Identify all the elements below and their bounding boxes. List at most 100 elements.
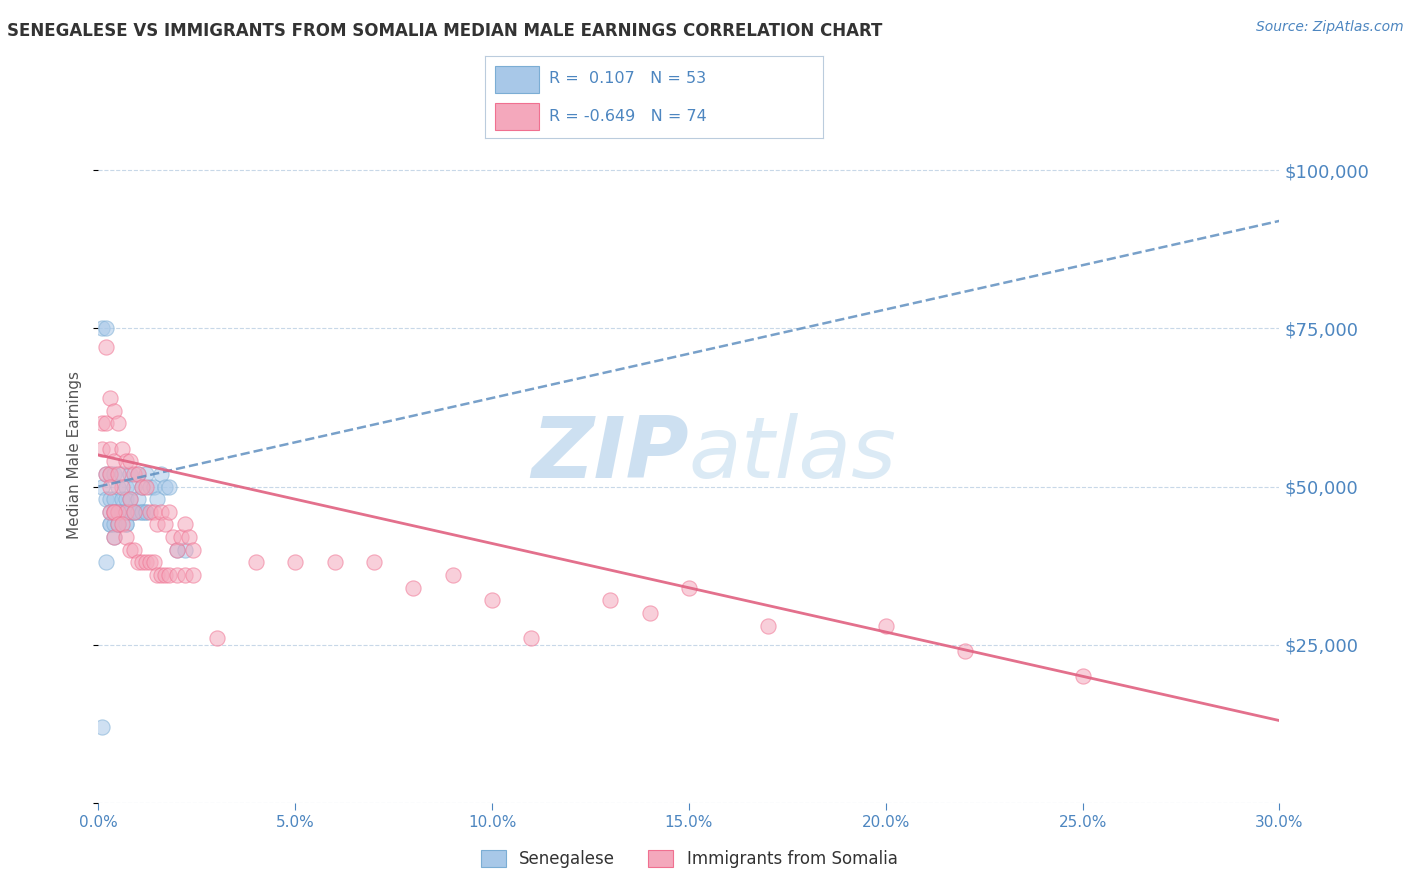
FancyBboxPatch shape (495, 66, 538, 93)
Point (111, 517, 134, 532)
Point (174, 517, 197, 532)
Point (118, 492, 141, 507)
Point (98, 505, 121, 519)
Point (96, 321, 118, 335)
Point (166, 568, 188, 582)
Point (122, 505, 145, 519)
Point (115, 530, 138, 544)
Point (122, 505, 145, 519)
Point (107, 517, 129, 532)
Point (1071, 669, 1094, 683)
Point (98, 467, 121, 481)
Point (174, 542, 197, 557)
Point (96, 467, 118, 481)
Point (115, 517, 138, 532)
Point (103, 517, 125, 532)
Point (103, 454, 125, 468)
FancyBboxPatch shape (495, 103, 538, 130)
Point (150, 568, 173, 582)
Point (98, 391, 121, 405)
Point (118, 492, 141, 507)
Point (98, 442, 121, 456)
Point (875, 618, 897, 632)
Point (91, 479, 114, 493)
Point (111, 505, 134, 519)
Point (98, 467, 121, 481)
Point (111, 505, 134, 519)
Legend: Senegalese, Immigrants from Somalia: Senegalese, Immigrants from Somalia (474, 843, 904, 874)
Point (98, 492, 121, 507)
Point (103, 505, 125, 519)
Point (135, 467, 157, 481)
Point (135, 505, 157, 519)
Point (135, 479, 157, 493)
Point (127, 467, 149, 481)
Point (127, 505, 149, 519)
Point (131, 556, 153, 570)
Point (146, 517, 169, 532)
Text: ZIP: ZIP (531, 413, 689, 497)
Point (115, 517, 138, 532)
Point (96, 556, 118, 570)
Text: SENEGALESE VS IMMIGRANTS FROM SOMALIA MEDIAN MALE EARNINGS CORRELATION CHART: SENEGALESE VS IMMIGRANTS FROM SOMALIA ME… (7, 22, 883, 40)
Point (155, 517, 177, 532)
Point (131, 479, 153, 493)
Point (107, 517, 129, 532)
Point (245, 556, 267, 570)
Point (481, 593, 503, 607)
Point (150, 467, 173, 481)
Point (155, 568, 177, 582)
Point (142, 479, 165, 493)
Point (122, 505, 145, 519)
Point (118, 505, 141, 519)
Point (953, 644, 976, 658)
Point (118, 467, 141, 481)
Point (323, 556, 346, 570)
Point (138, 505, 160, 519)
Point (138, 479, 160, 493)
Point (103, 530, 125, 544)
Point (107, 417, 129, 431)
Point (107, 517, 129, 532)
Point (520, 632, 543, 646)
Point (107, 479, 129, 493)
Point (103, 467, 125, 481)
Point (363, 556, 385, 570)
Text: R =  0.107   N = 53: R = 0.107 N = 53 (550, 70, 706, 86)
Point (111, 492, 134, 507)
Point (96, 417, 118, 431)
Point (181, 568, 204, 582)
Point (177, 530, 200, 544)
Point (107, 505, 129, 519)
Point (142, 556, 165, 570)
Point (91, 442, 114, 456)
Point (96, 340, 118, 354)
Point (98, 517, 121, 532)
Point (98, 517, 121, 532)
Point (678, 581, 700, 595)
Point (131, 479, 153, 493)
Point (91, 720, 114, 734)
Point (98, 505, 121, 519)
Point (166, 542, 188, 557)
Point (122, 467, 145, 481)
Point (122, 479, 145, 493)
Point (131, 505, 153, 519)
Point (181, 542, 204, 557)
Point (402, 581, 425, 595)
Point (103, 492, 125, 507)
Point (115, 454, 138, 468)
Point (441, 568, 464, 582)
Point (107, 505, 129, 519)
Point (170, 530, 193, 544)
Point (157, 568, 180, 582)
Point (638, 606, 661, 620)
Point (91, 417, 114, 431)
Point (118, 505, 141, 519)
Point (284, 556, 307, 570)
Point (166, 542, 188, 557)
Point (98, 479, 121, 493)
Point (205, 632, 228, 646)
Point (146, 568, 169, 582)
Point (122, 542, 145, 557)
